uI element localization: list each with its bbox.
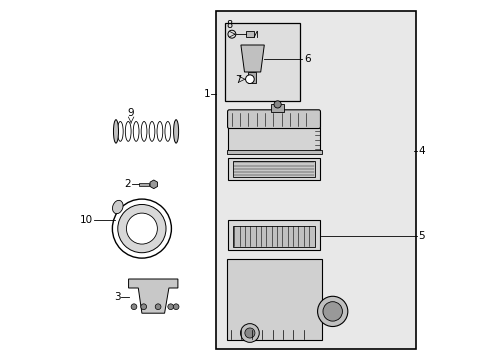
Circle shape <box>118 204 166 253</box>
Text: 3: 3 <box>113 292 120 302</box>
Text: 8: 8 <box>226 19 232 30</box>
Circle shape <box>240 324 259 342</box>
Bar <box>246 31 254 37</box>
Text: 10: 10 <box>80 215 93 225</box>
Text: 7: 7 <box>235 75 241 85</box>
Bar <box>224 23 300 101</box>
Bar <box>271 104 284 112</box>
Bar <box>228 112 320 153</box>
Text: 4: 4 <box>417 146 424 156</box>
Polygon shape <box>150 180 157 189</box>
Circle shape <box>244 328 254 338</box>
Circle shape <box>317 296 347 327</box>
Circle shape <box>245 75 254 84</box>
Circle shape <box>173 304 179 310</box>
Circle shape <box>273 101 281 108</box>
Circle shape <box>167 304 173 310</box>
Bar <box>227 150 321 154</box>
Bar <box>228 220 320 250</box>
Polygon shape <box>241 45 264 72</box>
Bar <box>228 158 320 180</box>
Bar <box>139 183 149 186</box>
Bar <box>232 161 314 177</box>
Ellipse shape <box>113 120 118 143</box>
Bar <box>215 11 415 349</box>
FancyBboxPatch shape <box>227 110 320 129</box>
Ellipse shape <box>112 201 123 213</box>
Circle shape <box>141 304 146 310</box>
Circle shape <box>322 302 342 321</box>
Bar <box>247 72 256 83</box>
Polygon shape <box>128 279 178 313</box>
Text: 2: 2 <box>124 179 131 189</box>
Bar <box>232 226 314 247</box>
Circle shape <box>131 304 137 310</box>
Bar <box>227 259 321 340</box>
Text: 1: 1 <box>203 89 210 99</box>
Text: 5: 5 <box>417 231 424 241</box>
Circle shape <box>126 213 157 244</box>
Ellipse shape <box>173 120 178 143</box>
Text: 9: 9 <box>127 108 134 118</box>
Text: 6: 6 <box>303 54 310 64</box>
Circle shape <box>155 304 161 310</box>
